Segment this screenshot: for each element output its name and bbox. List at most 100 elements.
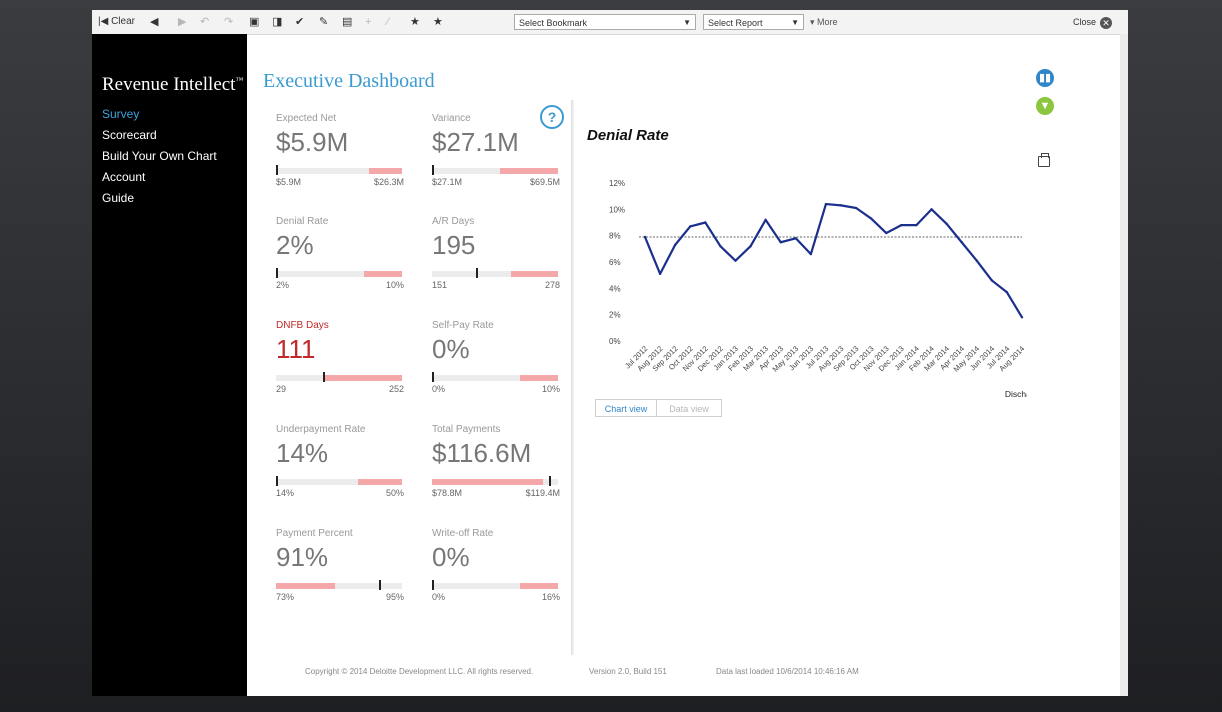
bookmark-select[interactable]: Select Bookmark ▼ — [514, 14, 696, 30]
edit-icon[interactable]: ✎ — [319, 16, 329, 28]
metric-card-expected-net[interactable]: Expected Net $5.9M $5.9M $26.3M — [276, 113, 406, 213]
data-point[interactable] — [1005, 291, 1009, 294]
metric-value: 14% — [276, 438, 329, 468]
data-point[interactable] — [930, 208, 933, 211]
metric-card-underpayment-rate[interactable]: Underpayment Rate 14% 14% 50% — [276, 424, 406, 524]
metric-max: 10% — [541, 384, 560, 394]
metric-range-bar — [276, 268, 402, 278]
data-point[interactable] — [945, 222, 948, 226]
data-point[interactable] — [643, 235, 647, 239]
undo-icon[interactable]: ↶ — [200, 16, 210, 28]
metric-card-payment-percent[interactable]: Payment Percent 91% 73% 95% — [276, 528, 406, 628]
tab-chart-view[interactable]: Chart view — [595, 399, 657, 417]
metric-marker — [432, 165, 434, 175]
bookmark-icon[interactable]: ★ — [433, 16, 443, 28]
metric-min: 14% — [276, 488, 295, 498]
metric-range-bar — [276, 165, 402, 175]
metric-marker — [549, 476, 552, 486]
data-point[interactable] — [870, 217, 873, 220]
add-icon[interactable]: + — [365, 16, 372, 28]
data-point[interactable] — [990, 279, 994, 282]
data-point[interactable] — [794, 237, 797, 240]
help-icon[interactable]: ? — [540, 105, 564, 129]
data-point[interactable] — [975, 259, 978, 262]
data-point[interactable] — [734, 259, 737, 262]
data-point[interactable] — [673, 243, 677, 247]
sidebar-item-scorecard[interactable]: Scorecard — [102, 128, 157, 142]
y-tick-label: 12% — [609, 179, 625, 188]
metric-max: 252 — [388, 384, 404, 394]
print-icon[interactable] — [1038, 153, 1050, 167]
metric-card-dnfb-days[interactable]: DNFB Days 111 29 252 — [276, 320, 406, 420]
metric-card-denial-rate[interactable]: Denial Rate 2% 2% 10% — [276, 216, 406, 316]
metric-min: 0% — [432, 384, 446, 394]
sidebar-item-guide[interactable]: Guide — [102, 191, 135, 205]
redo-icon[interactable]: ↷ — [224, 16, 234, 28]
metric-target-band — [364, 271, 402, 277]
chevron-down-icon: ▼ — [683, 18, 691, 27]
wand-icon[interactable]: ⁄ — [387, 16, 389, 28]
metric-label: Denial Rate — [276, 216, 329, 227]
metric-max: 50% — [385, 488, 404, 498]
data-point[interactable] — [885, 231, 888, 235]
metric-range-bar — [276, 580, 402, 590]
filter-icon[interactable]: ▼ — [1036, 97, 1054, 115]
chart-title: Denial Rate — [587, 127, 669, 144]
metric-card-a-r-days[interactable]: A/R Days 195 151 278 — [432, 216, 562, 316]
data-point[interactable] — [658, 272, 662, 276]
tab-data-view[interactable]: Data view — [656, 399, 722, 417]
data-point[interactable] — [779, 241, 782, 244]
brand-trademark: ™ — [235, 75, 244, 85]
sidebar-item-build-your-own-chart[interactable]: Build Your Own Chart — [102, 149, 217, 163]
chevron-down-icon: ▼ — [791, 18, 799, 27]
metric-value: 2% — [276, 230, 314, 260]
lock-icon[interactable]: ▣ — [249, 16, 260, 28]
close-button[interactable]: Close ✕ — [1073, 14, 1112, 30]
data-point[interactable] — [689, 225, 692, 228]
clear-button[interactable]: |◀ Clear — [98, 16, 135, 27]
metric-target-band — [369, 168, 402, 174]
check-icon[interactable]: ✔ — [295, 16, 305, 28]
data-point[interactable] — [839, 204, 843, 207]
metric-card-write-off-rate[interactable]: Write-off Rate 0% 0% 16% — [432, 528, 562, 628]
metric-label: Self-Pay Rate — [432, 320, 494, 331]
metric-target-band — [520, 375, 558, 381]
metric-card-self-pay-rate[interactable]: Self-Pay Rate 0% 0% 10% — [432, 320, 562, 420]
more-label: More — [817, 17, 838, 27]
metric-range-bar — [432, 580, 558, 590]
data-point[interactable] — [719, 245, 722, 248]
data-point[interactable] — [824, 202, 828, 206]
data-point[interactable] — [1020, 316, 1024, 319]
back-icon[interactable]: ◀ — [150, 16, 159, 28]
metric-card-total-payments[interactable]: Total Payments $116.6M $78.8M $119.4M — [432, 424, 562, 524]
metric-max: 278 — [544, 280, 560, 290]
chart-icon[interactable]: ▤ — [342, 16, 353, 28]
forward-icon[interactable]: ▶ — [178, 16, 187, 28]
more-button[interactable]: ▾ More — [810, 17, 838, 27]
data-point[interactable] — [900, 223, 903, 227]
metric-min: 29 — [276, 384, 287, 394]
data-point[interactable] — [960, 241, 963, 244]
sidebar-item-account[interactable]: Account — [102, 170, 146, 184]
metric-min: $78.8M — [432, 488, 463, 498]
metric-card-variance[interactable]: Variance $27.1M $27.1M $69.5M — [432, 113, 562, 213]
data-point[interactable] — [915, 223, 918, 227]
metric-min: 2% — [276, 280, 290, 290]
bookmark-add-icon[interactable]: ★ — [410, 16, 420, 28]
metric-label: Write-off Rate — [432, 528, 494, 539]
data-point[interactable] — [764, 218, 767, 222]
scrollbar[interactable] — [1120, 34, 1128, 696]
sidebar-item-survey[interactable]: Survey — [102, 107, 140, 121]
y-tick-label: 4% — [609, 284, 621, 293]
data-point[interactable] — [854, 206, 858, 210]
data-point[interactable] — [704, 221, 707, 224]
data-point[interactable] — [749, 245, 752, 248]
report-select[interactable]: Select Report ▼ — [703, 14, 804, 30]
metric-min: 0% — [432, 592, 446, 602]
data-point[interactable] — [809, 252, 813, 256]
metric-range-bar — [432, 476, 558, 486]
book-icon[interactable]: ▮▮ — [1036, 69, 1054, 87]
metric-marker — [276, 476, 278, 486]
unlock-icon[interactable]: ◨ — [272, 16, 283, 28]
